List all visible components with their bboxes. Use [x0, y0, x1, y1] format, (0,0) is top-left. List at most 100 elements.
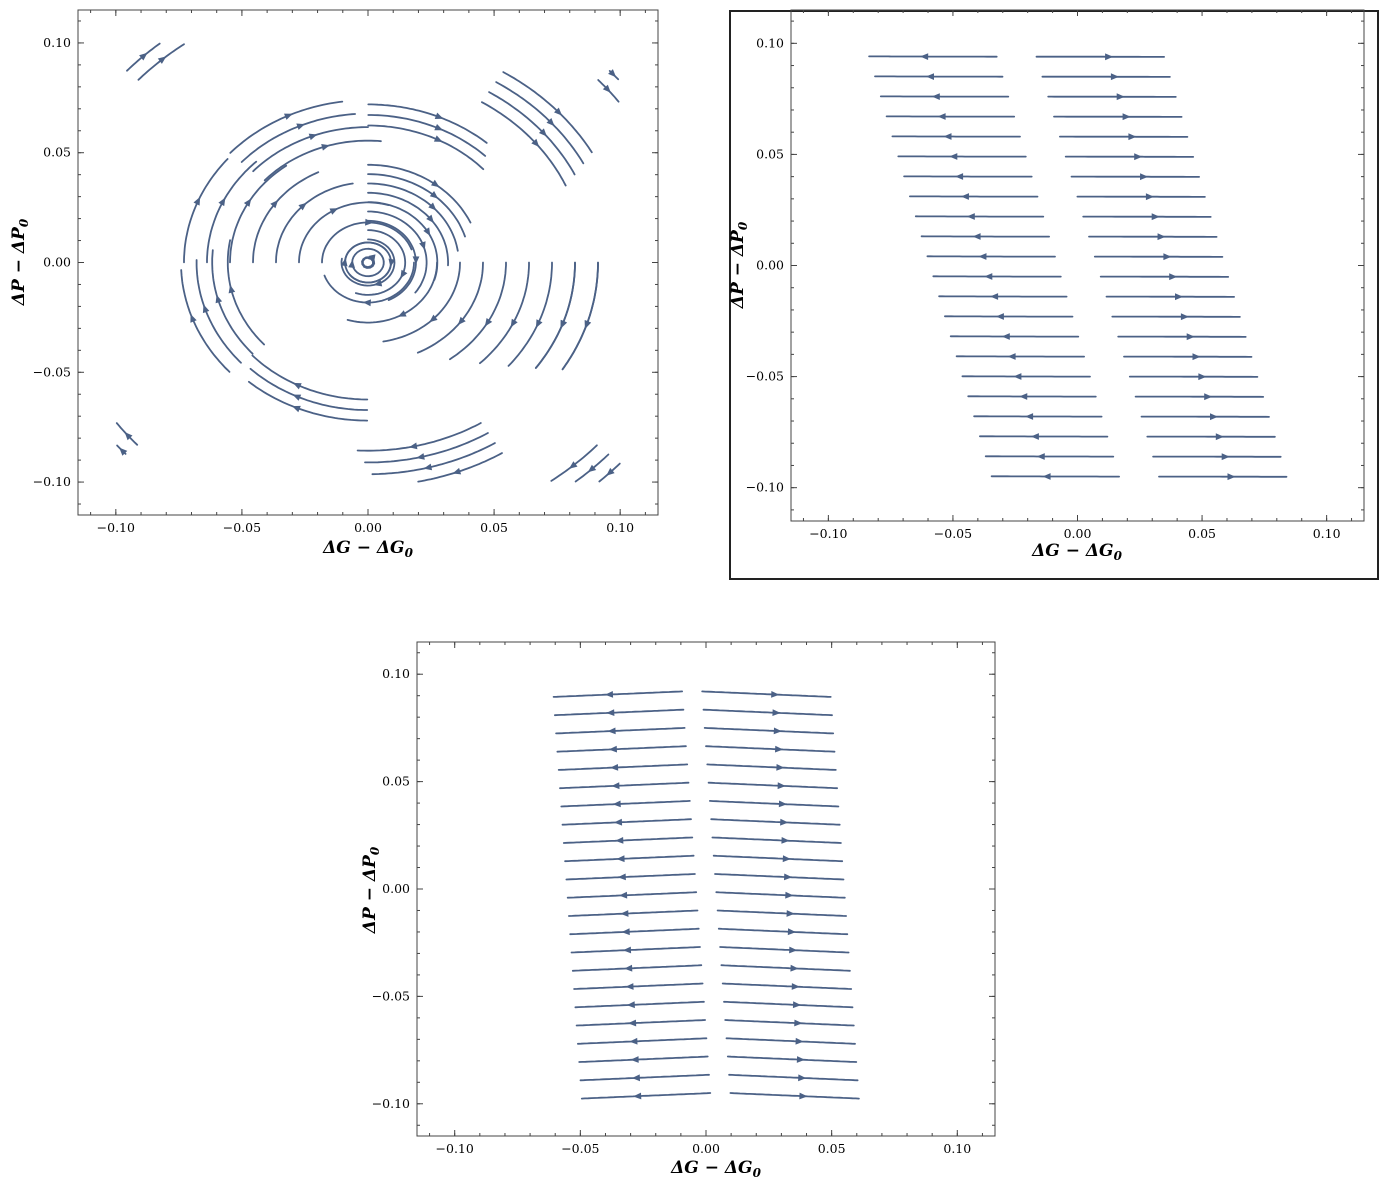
streamline	[574, 1000, 705, 1009]
stream-arrow	[397, 310, 407, 317]
stream-arrow	[966, 213, 975, 220]
stream-arrow	[434, 112, 444, 119]
x-tick-label: 0.05	[818, 1141, 846, 1156]
x-tick-label: −0.05	[561, 1141, 599, 1156]
stream-arrow	[799, 1092, 808, 1100]
streamline	[705, 745, 836, 753]
streamline	[507, 261, 553, 367]
stream-arrow	[786, 910, 795, 917]
x-tick-label: −0.10	[436, 1141, 474, 1156]
streamline	[707, 781, 838, 790]
x-axis-title: ΔG − ΔG0	[670, 1158, 762, 1180]
stream-arrow	[784, 873, 793, 881]
stream-arrow	[626, 1001, 635, 1009]
stream-arrow	[546, 118, 555, 127]
streamline	[481, 101, 567, 187]
streamline	[298, 201, 390, 264]
streamplot-2-svg: −0.10 −0.05 0.00 0.05 0.10 −0.10 −0.05 0.00 0.05…	[728, 9, 1365, 563]
streamline	[557, 763, 689, 771]
stream-arrow	[610, 764, 619, 771]
stream-arrow	[426, 214, 434, 223]
streamplot-panel-3: −0.10 −0.05 0.00 0.05 0.10 −0.10 −0.05 0.00 0.05…	[345, 630, 1025, 1187]
streamline	[723, 1000, 854, 1009]
streamline	[249, 367, 369, 411]
stream-arrow	[554, 107, 563, 116]
streamline	[479, 261, 530, 365]
streamline	[344, 241, 392, 284]
streamline	[371, 442, 496, 476]
stream-arrow	[365, 218, 374, 226]
streamline	[251, 354, 369, 401]
stream-arrow	[792, 1001, 802, 1009]
stream-arrow	[1019, 393, 1028, 400]
streamline	[211, 249, 254, 355]
streamline	[367, 114, 487, 157]
streamline	[714, 873, 845, 881]
streamplot-1-svg: −0.10 −0.05 0.00 0.05 0.10 −0.10 −0.05 0.00 0.05…	[9, 9, 659, 560]
streamline	[356, 422, 482, 452]
streamline	[183, 158, 229, 264]
streamline	[720, 964, 851, 972]
streamline	[717, 927, 849, 936]
x-tick-label: 0.00	[354, 520, 382, 535]
streamline	[724, 1019, 855, 1027]
stream-arrow	[778, 800, 787, 808]
streamline	[263, 139, 382, 182]
stream-arrow	[633, 1092, 642, 1100]
streamline	[321, 221, 413, 264]
stream-arrow	[423, 227, 431, 236]
stream-arrow	[431, 179, 440, 188]
stream-arrow	[1122, 113, 1131, 121]
streamline	[240, 113, 356, 163]
stream-arrow	[1105, 53, 1114, 61]
stream-arrow	[569, 461, 578, 469]
streamline	[721, 982, 853, 990]
stream-arrow	[622, 946, 632, 954]
stream-arrow	[780, 818, 789, 826]
streamline	[728, 1073, 859, 1082]
stream-arrow	[296, 123, 305, 130]
stream-arrow	[794, 1019, 803, 1027]
streamline	[367, 163, 472, 224]
streamline	[323, 261, 415, 304]
stream-arrow	[602, 84, 611, 93]
stream-arrow	[1221, 453, 1230, 461]
stream-arrow	[429, 314, 438, 323]
stream-arrow	[1204, 393, 1213, 401]
x-tick-label: 0.10	[606, 520, 634, 535]
y-tick-label: −0.10	[746, 480, 784, 495]
stream-arrow	[284, 113, 293, 120]
y-tick-label: −0.10	[372, 1096, 410, 1111]
streamline	[252, 126, 369, 173]
stream-arrow	[606, 467, 615, 476]
stream-arrow	[990, 293, 999, 300]
y-tick-label: −0.05	[33, 364, 71, 379]
stream-arrow	[1210, 413, 1218, 421]
stream-arrow	[560, 320, 567, 329]
stream-arrow	[428, 202, 437, 211]
stream-arrow	[1175, 293, 1183, 301]
stream-arrow	[978, 253, 987, 260]
streamline	[711, 836, 842, 844]
stream-arrow	[611, 782, 620, 790]
stream-arrow	[629, 1037, 638, 1045]
streamline	[569, 927, 700, 936]
stream-arrow	[484, 318, 493, 327]
stream-arrow	[362, 299, 371, 307]
streamline	[578, 1055, 709, 1063]
stream-arrow	[139, 52, 148, 61]
stream-arrow	[619, 891, 628, 899]
y-axis-title: ΔP − ΔP0	[9, 218, 31, 306]
y-tick-label: 0.10	[382, 666, 410, 681]
stream-arrow	[1192, 353, 1201, 361]
streamline	[562, 836, 694, 844]
x-tick-label: −0.05	[223, 520, 261, 535]
streamline	[556, 745, 687, 753]
y-tick-label: −0.05	[746, 369, 784, 384]
stream-arrow	[292, 394, 302, 401]
streamline	[346, 261, 438, 324]
stream-arrow	[1001, 333, 1010, 340]
stream-arrow	[419, 241, 426, 250]
streamline	[706, 763, 837, 771]
stream-arrow	[535, 319, 543, 328]
